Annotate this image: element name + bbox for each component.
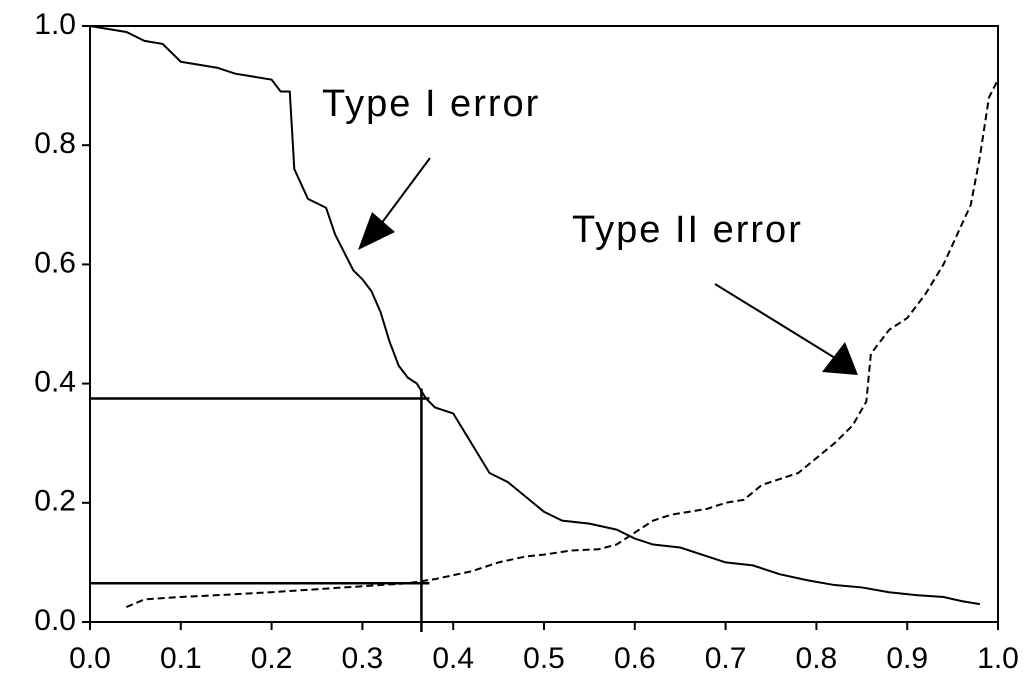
x-tick-label: 0.3 <box>342 642 384 675</box>
x-tick-label: 0.0 <box>69 642 111 675</box>
y-tick-label: 0.6 <box>34 246 76 279</box>
annotation: Type I error <box>322 83 540 125</box>
annotation: Type II error <box>572 209 803 251</box>
x-tick-label: 0.1 <box>160 642 202 675</box>
plot-frame <box>89 25 999 623</box>
x-tick-label: 1.0 <box>977 642 1019 675</box>
arrowhead <box>358 212 395 250</box>
x-tick-label: 0.5 <box>523 642 565 675</box>
arrow-shaft <box>377 157 431 229</box>
x-tick-label: 0.2 <box>251 642 293 675</box>
arrowhead <box>822 342 858 375</box>
x-tick-label: 0.9 <box>886 642 928 675</box>
x-tick-label: 0.7 <box>705 642 747 675</box>
data-line <box>125 79 999 609</box>
y-tick-label: 0.4 <box>34 366 76 399</box>
y-tick-label: 0.2 <box>34 485 76 518</box>
y-tick-label: 1.0 <box>34 8 76 41</box>
data-line <box>89 25 981 606</box>
arrow-shaft <box>714 283 836 359</box>
x-tick-label: 0.4 <box>432 642 474 675</box>
y-tick-label: 0.0 <box>34 604 76 637</box>
x-tick-label: 0.8 <box>796 642 838 675</box>
x-tick-label: 0.6 <box>614 642 656 675</box>
y-tick-label: 0.8 <box>34 127 76 160</box>
